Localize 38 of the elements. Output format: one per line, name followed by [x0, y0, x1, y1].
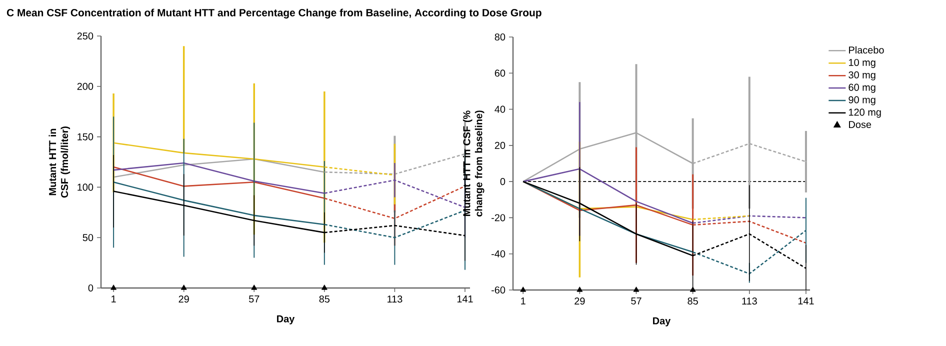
y-tick-label: 0 — [88, 284, 94, 292]
y-tick-label: -40 — [492, 250, 506, 258]
y-tick-label: 60 — [494, 70, 506, 77]
x-axis-title: Day — [653, 317, 671, 326]
x-tick-label: 85 — [319, 296, 330, 303]
y-axis-title: Mutant HTT in CSF (fmol/liter) — [48, 126, 70, 198]
y-tick-label: -20 — [492, 214, 506, 222]
y-tick-label: 50 — [82, 234, 94, 242]
x-tick-label: 29 — [574, 298, 585, 305]
x-tick-label: 141 — [457, 296, 473, 302]
chart-title: C Mean CSF Concentration of Mutant HTT and Percentage Change from Baseline, According to Dose Group — [6, 8, 542, 18]
y-tick-label: 20 — [494, 142, 506, 149]
x-tick-label: 113 — [388, 296, 402, 303]
x-tick-label: 1 — [521, 298, 526, 304]
x-tick-label: 1 — [112, 296, 116, 302]
x-tick-label: 29 — [178, 296, 189, 303]
x-tick-label: 85 — [688, 298, 698, 305]
y-tick-label: 40 — [494, 106, 506, 113]
x-tick-label: 57 — [248, 296, 260, 302]
x-tick-label: 113 — [742, 298, 757, 305]
y-tick-label: 150 — [78, 133, 94, 140]
y-tick-label: 250 — [77, 32, 94, 40]
x-tick-label: 141 — [798, 298, 814, 304]
legend-label: 90 mg — [848, 96, 876, 106]
legend-label: 30 mg — [848, 71, 876, 80]
x-axis-title: Day — [277, 315, 295, 324]
y-tick-label: 80 — [494, 33, 506, 41]
y-tick-label: -60 — [492, 286, 506, 294]
legend-label: Placebo — [849, 46, 884, 54]
y-axis-title: Mutant HTT in CSF (% change from baseline) — [462, 110, 484, 217]
legend-label: 120 mg — [849, 108, 881, 118]
y-tick-label: 100 — [78, 184, 94, 191]
legend-label: 60 mg — [848, 84, 876, 93]
legend-label: Dose — [849, 121, 872, 128]
y-tick-label: 200 — [77, 82, 94, 90]
y-tick-label: 0 — [500, 178, 506, 186]
legend-label: 10 mg — [849, 58, 876, 68]
x-tick-label: 57 — [631, 298, 642, 304]
